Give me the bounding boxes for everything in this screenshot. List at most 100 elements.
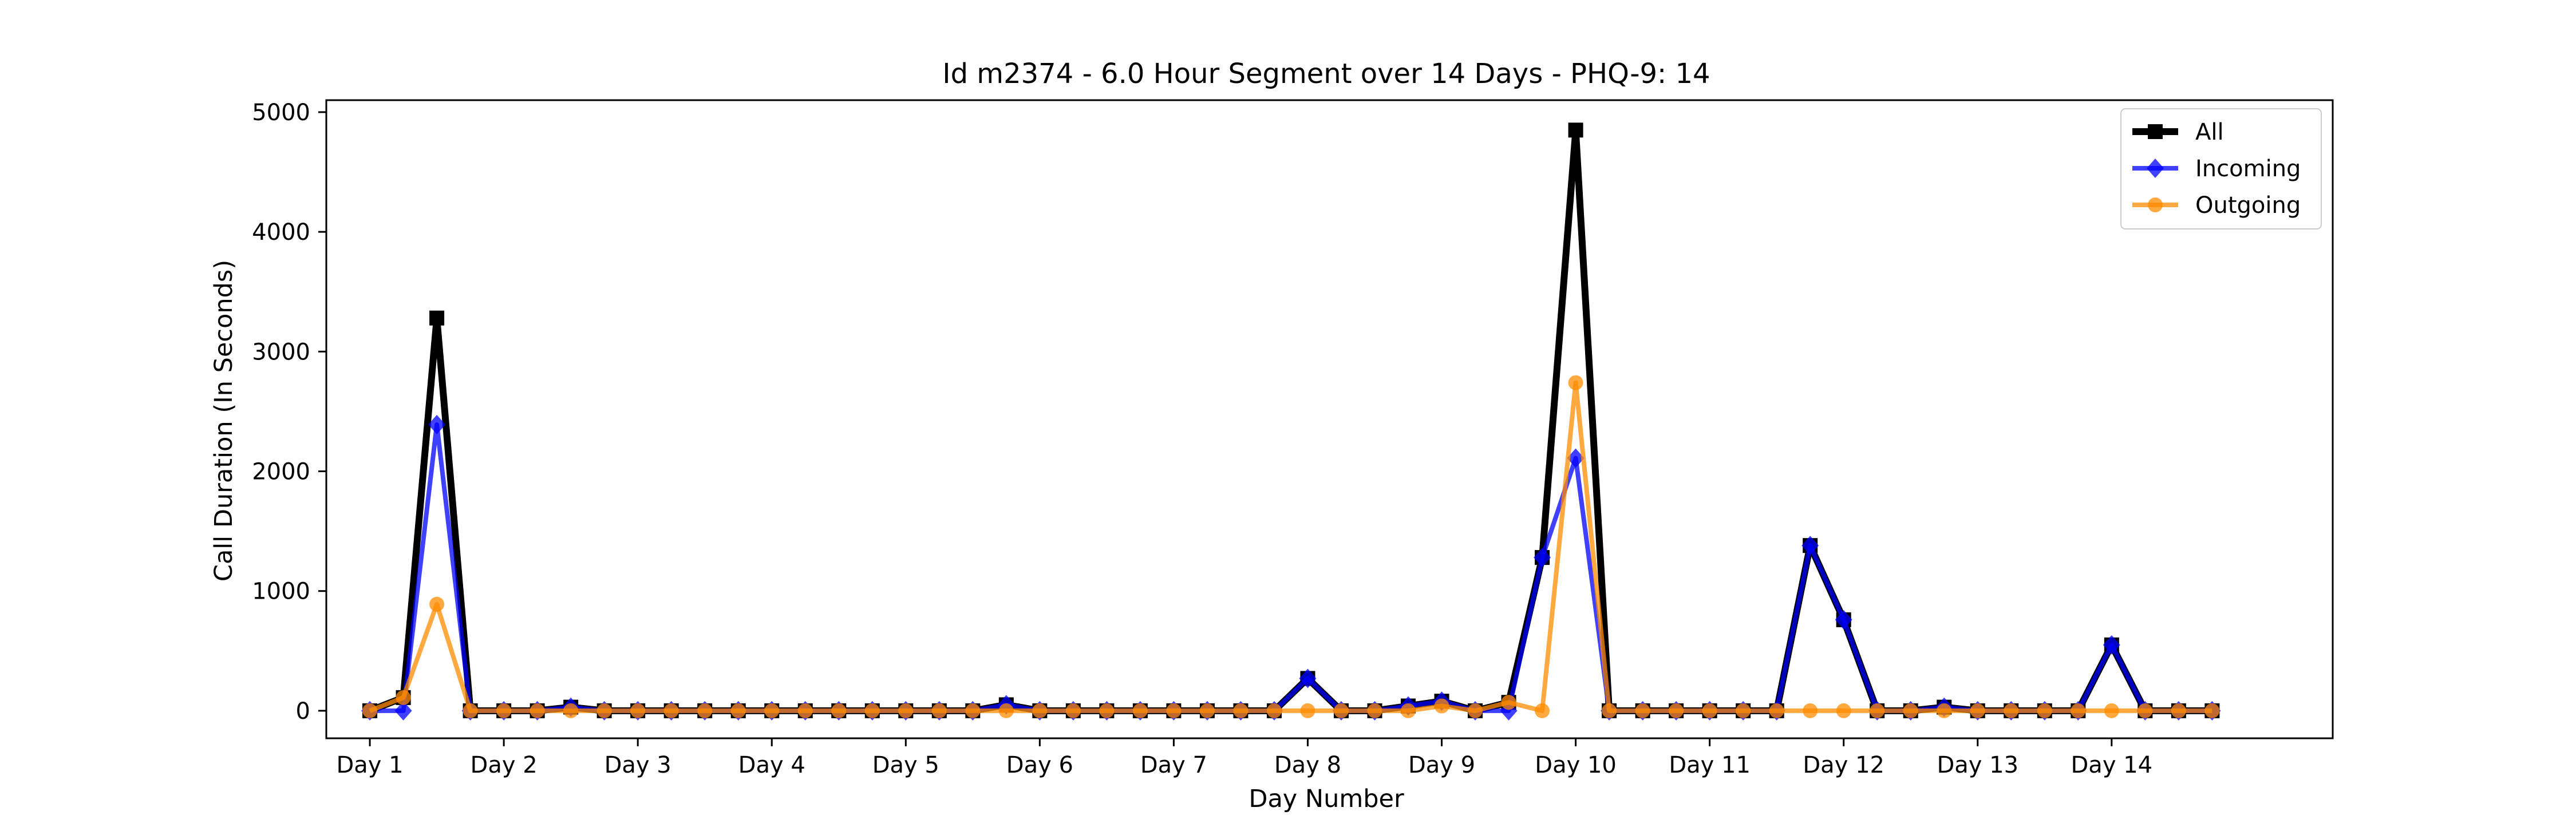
data-point-outgoing <box>2037 703 2052 718</box>
x-tick-label: Day 9 <box>1408 752 1475 778</box>
data-point-outgoing <box>898 703 914 718</box>
legend: All Incoming Outgoing <box>2120 108 2322 229</box>
data-point-outgoing <box>563 703 579 718</box>
data-point-incoming <box>394 701 412 721</box>
data-point-outgoing <box>1602 703 1617 718</box>
data-point-incoming <box>1835 610 1852 630</box>
data-point-outgoing <box>1669 703 1684 718</box>
data-point-outgoing <box>931 703 947 718</box>
x-tick-label: Day 5 <box>872 752 939 778</box>
data-point-outgoing <box>764 703 780 718</box>
data-point-outgoing <box>2138 703 2153 718</box>
data-point-outgoing <box>1568 375 1583 390</box>
data-point-outgoing <box>1434 698 1449 714</box>
data-point-outgoing <box>831 703 847 718</box>
data-point-outgoing <box>998 703 1014 718</box>
x-tick-label: Day 8 <box>1274 752 1341 778</box>
y-tick-label: 0 <box>296 698 310 725</box>
y-tick-label: 2000 <box>252 458 310 485</box>
data-point-outgoing <box>797 703 813 718</box>
data-point-outgoing <box>1937 703 1952 718</box>
x-tick-label: Day 7 <box>1140 752 1207 778</box>
data-point-outgoing <box>1870 703 1885 718</box>
x-tick-label: Day 13 <box>1937 752 2018 778</box>
data-point-incoming <box>2103 635 2120 655</box>
data-point-incoming <box>1567 448 1585 468</box>
data-point-outgoing <box>2171 703 2186 718</box>
y-tick-label: 1000 <box>252 579 310 605</box>
series-outgoing <box>362 375 2220 718</box>
y-tick-label: 5000 <box>252 100 310 126</box>
y-axis: 0 1000 2000 3000 4000 5000 <box>252 100 326 725</box>
data-point-outgoing <box>1903 703 1918 718</box>
data-point-outgoing <box>1065 703 1081 718</box>
data-point-outgoing <box>1702 703 1717 718</box>
data-point-incoming <box>428 414 446 434</box>
data-point-outgoing <box>463 703 478 718</box>
chart-title: Id m2374 - 6.0 Hour Segment over 14 Days… <box>942 58 1710 90</box>
x-tick-label: Day 10 <box>1535 752 1617 778</box>
plot-area <box>325 99 2334 739</box>
data-point-outgoing <box>730 703 746 718</box>
data-point-outgoing <box>630 703 646 718</box>
data-point-outgoing <box>1333 703 1349 718</box>
data-point-outgoing <box>362 703 378 718</box>
data-point-outgoing <box>1266 703 1282 718</box>
data-point-outgoing <box>429 596 445 612</box>
data-point-outgoing <box>530 703 545 718</box>
data-point-outgoing <box>496 703 512 718</box>
x-tick-label: Day 2 <box>471 752 538 778</box>
data-point-outgoing <box>663 703 679 718</box>
data-point-outgoing <box>2104 703 2119 718</box>
legend-swatch-marker <box>2148 124 2163 139</box>
data-point-outgoing <box>965 703 981 718</box>
x-tick-label: Day 3 <box>605 752 671 778</box>
data-point-outgoing <box>1803 703 1818 718</box>
x-axis-label: Day Number <box>1249 785 1404 813</box>
data-point-incoming <box>1534 548 1551 568</box>
data-point-outgoing <box>2204 703 2220 718</box>
data-point-outgoing <box>1233 703 1249 718</box>
data-point-outgoing <box>864 703 880 718</box>
data-point-outgoing <box>1132 703 1148 718</box>
plot-frame <box>325 99 2334 739</box>
data-point-incoming <box>1801 536 1819 556</box>
data-point-outgoing <box>1199 703 1215 718</box>
data-point-outgoing <box>1769 703 1784 718</box>
legend-item-all: All <box>2132 119 2224 145</box>
data-point-outgoing <box>1300 703 1315 718</box>
x-tick-label: Day 11 <box>1669 752 1751 778</box>
legend-frame <box>2120 108 2322 229</box>
legend-item-incoming: Incoming <box>2132 156 2301 182</box>
data-point-all <box>429 310 445 326</box>
y-tick-label: 3000 <box>252 339 310 365</box>
legend-swatch-marker <box>2148 197 2163 212</box>
data-point-outgoing <box>1468 703 1483 718</box>
x-axis: Day 1 Day 2 Day 3 Day 4 Day 5 Day 6 Day 7 Day 8… <box>336 738 2152 778</box>
data-point-all <box>1568 122 1583 138</box>
data-point-outgoing <box>1166 703 1182 718</box>
data-point-outgoing <box>1501 695 1516 710</box>
data-point-outgoing <box>697 703 713 718</box>
data-point-incoming <box>1299 668 1317 688</box>
data-point-outgoing <box>1367 703 1382 718</box>
y-tick-label: 4000 <box>252 219 310 246</box>
legend-label: Incoming <box>2195 156 2301 182</box>
data-point-outgoing <box>1836 703 1851 718</box>
x-tick-label: Day 1 <box>336 752 403 778</box>
data-point-outgoing <box>396 690 411 705</box>
data-point-outgoing <box>1970 703 1985 718</box>
x-tick-label: Day 6 <box>1006 752 1073 778</box>
y-axis-label: Call Duration (In Seconds) <box>210 260 238 581</box>
series-layer <box>361 122 2221 721</box>
data-point-outgoing <box>596 703 612 718</box>
x-tick-label: Day 4 <box>738 752 805 778</box>
legend-label: Outgoing <box>2195 192 2301 219</box>
data-point-outgoing <box>1401 703 1416 718</box>
data-point-outgoing <box>1535 703 1550 718</box>
legend-item-outgoing: Outgoing <box>2132 192 2301 219</box>
data-point-outgoing <box>1032 703 1048 718</box>
x-tick-label: Day 14 <box>2071 752 2153 778</box>
